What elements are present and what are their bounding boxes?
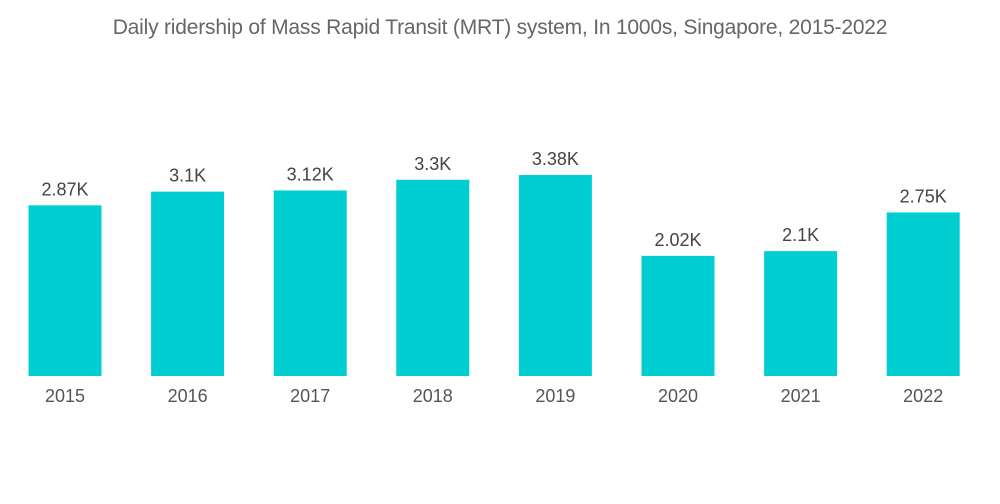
x-tick-2016: 2016 (168, 386, 208, 406)
x-tick-2021: 2021 (781, 386, 821, 406)
bar-2021 (764, 251, 838, 376)
x-tick-2019: 2019 (535, 386, 575, 406)
data-label-2016: 3.1K (169, 166, 206, 186)
data-label-2019: 3.38K (532, 149, 579, 169)
bar-2017 (273, 190, 347, 376)
x-tick-2018: 2018 (413, 386, 453, 406)
data-label-2018: 3.3K (414, 154, 451, 174)
bar-2022 (886, 212, 960, 376)
bar-2019 (518, 175, 592, 376)
bar-2018 (396, 179, 470, 376)
data-label-2015: 2.87K (41, 179, 88, 199)
bar-2020 (641, 255, 715, 376)
chart-title: Daily ridership of Mass Rapid Transit (M… (112, 16, 888, 39)
x-tick-2015: 2015 (45, 386, 85, 406)
data-label-2020: 2.02K (654, 230, 701, 250)
data-label-2021: 2.1K (782, 225, 819, 245)
x-tick-2020: 2020 (658, 386, 698, 406)
data-label-2022: 2.75K (900, 186, 947, 206)
x-tick-2017: 2017 (290, 386, 330, 406)
x-tick-2022: 2022 (903, 386, 943, 406)
bar-2016 (151, 191, 225, 376)
bar-2015 (28, 205, 102, 376)
data-label-2017: 3.12K (287, 164, 334, 184)
